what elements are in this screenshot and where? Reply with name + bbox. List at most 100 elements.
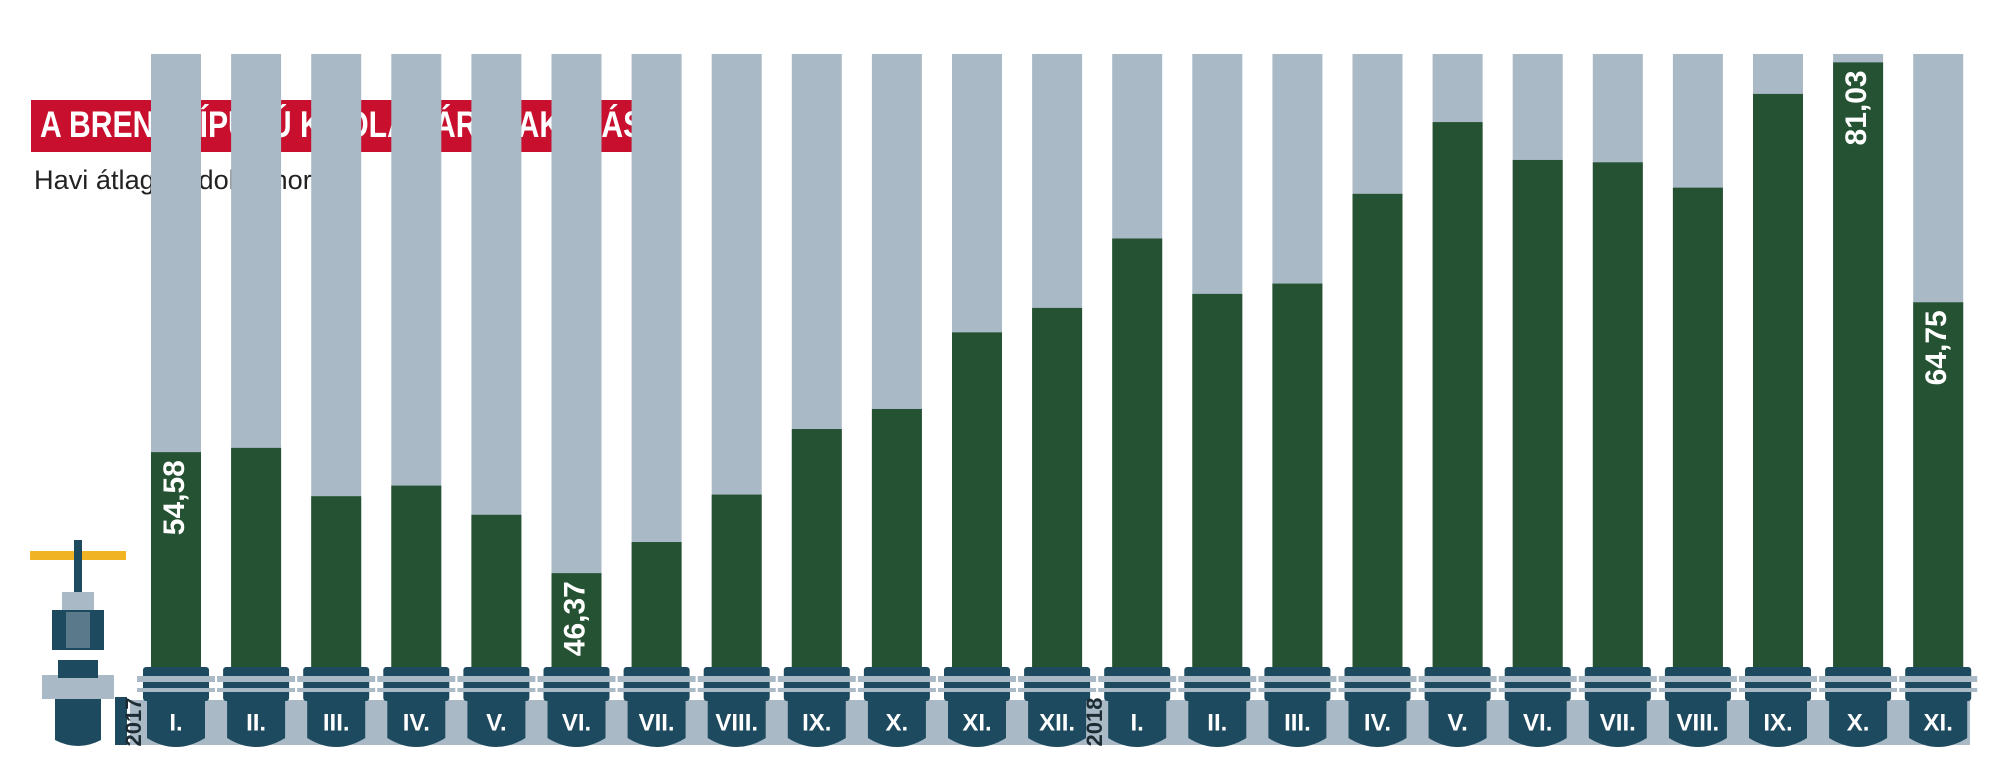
flange-band	[297, 676, 376, 682]
bar	[1192, 293, 1243, 667]
flange	[1504, 667, 1571, 701]
value-label: 54,58	[158, 460, 191, 535]
valve-foot	[547, 700, 606, 747]
year-label: 2018	[1082, 698, 1107, 747]
bar	[711, 494, 762, 667]
x-tick-label: IV.	[1364, 709, 1391, 736]
flange-band	[1578, 676, 1657, 682]
flange-band	[697, 688, 776, 692]
flange	[1184, 667, 1251, 701]
flange-band	[537, 688, 616, 692]
valve-foot	[627, 700, 686, 747]
flange-band	[217, 688, 296, 692]
flange	[383, 667, 450, 701]
bar	[391, 485, 442, 667]
flange-band	[1498, 676, 1577, 682]
bar	[1352, 193, 1403, 667]
flange-band	[1819, 676, 1898, 682]
x-tick-label: VI.	[1523, 709, 1552, 736]
bar	[631, 542, 682, 667]
flange-band	[1658, 688, 1737, 692]
flange	[463, 667, 530, 701]
flange	[1745, 667, 1811, 701]
valve-foot	[1268, 700, 1327, 747]
x-tick-label: II.	[246, 709, 266, 736]
flange-band	[1819, 688, 1898, 692]
flange-band	[217, 676, 296, 682]
flange	[1424, 667, 1491, 701]
flange-band	[777, 688, 856, 692]
flange-band	[377, 688, 456, 692]
valve-foot	[307, 700, 366, 747]
value-label: 64,75	[1920, 310, 1953, 385]
flange	[1264, 667, 1331, 701]
bar	[1432, 122, 1483, 667]
flange	[623, 667, 690, 701]
flange-band	[137, 676, 215, 682]
bar	[551, 573, 602, 667]
valve-foot	[1909, 700, 1968, 747]
bar	[471, 514, 522, 667]
x-tick-label: VII.	[639, 709, 675, 736]
valve-foot	[1428, 700, 1487, 747]
valve-foot	[1749, 700, 1807, 747]
valve-foot	[147, 700, 205, 747]
bar	[1913, 302, 1964, 667]
valve-foot	[1588, 700, 1647, 747]
flange	[543, 667, 610, 701]
x-tick-label: VIII.	[1677, 709, 1720, 736]
flange-band	[1899, 688, 1978, 692]
flange-band	[938, 688, 1016, 692]
bar	[1272, 283, 1323, 667]
flange-band	[457, 688, 536, 692]
valve-foot	[1508, 700, 1567, 747]
flange	[1024, 667, 1091, 701]
valve-foot	[227, 700, 286, 747]
flange	[1104, 667, 1171, 701]
x-tick-label: VI.	[562, 709, 591, 736]
valve-foot	[948, 700, 1006, 747]
year-label: 2017	[121, 698, 146, 747]
bar	[1112, 238, 1163, 667]
bar	[1672, 187, 1723, 668]
x-tick-label: IX.	[802, 709, 831, 736]
flange-band	[1418, 688, 1497, 692]
flange-band	[1338, 676, 1417, 682]
x-tick-label: XI.	[1924, 709, 1953, 736]
valve-foot	[387, 700, 446, 747]
valve-foot	[1188, 700, 1247, 747]
valve-foot	[1668, 700, 1727, 747]
flange	[703, 667, 770, 701]
flange-band	[1178, 676, 1257, 682]
x-tick-label: X.	[886, 709, 909, 736]
x-tick-label: IV.	[403, 709, 430, 736]
flange-band	[1098, 676, 1177, 682]
x-tick-label: XII.	[1039, 709, 1075, 736]
flange-band	[377, 676, 456, 682]
valve-icon	[30, 540, 127, 746]
flange	[783, 667, 850, 701]
bar	[1512, 159, 1563, 667]
flange-band	[857, 676, 936, 682]
bar	[231, 447, 282, 667]
flange-band	[1739, 676, 1817, 682]
flange-band	[537, 676, 616, 682]
flange-band	[617, 676, 696, 682]
valve-foot	[1108, 700, 1167, 747]
x-tick-label: V.	[1447, 709, 1467, 736]
valve-foot	[1829, 700, 1888, 747]
value-label: 81,03	[1840, 70, 1873, 145]
valve-foot	[787, 700, 846, 747]
flange	[1344, 667, 1411, 701]
bar	[791, 429, 842, 667]
x-tick-label: I.	[1131, 709, 1144, 736]
flange	[863, 667, 930, 701]
flange	[944, 667, 1010, 701]
flange-band	[1018, 676, 1097, 682]
flange-band	[1018, 688, 1097, 692]
bar	[151, 452, 201, 667]
valve-foot	[867, 700, 926, 747]
bar	[1592, 162, 1643, 667]
